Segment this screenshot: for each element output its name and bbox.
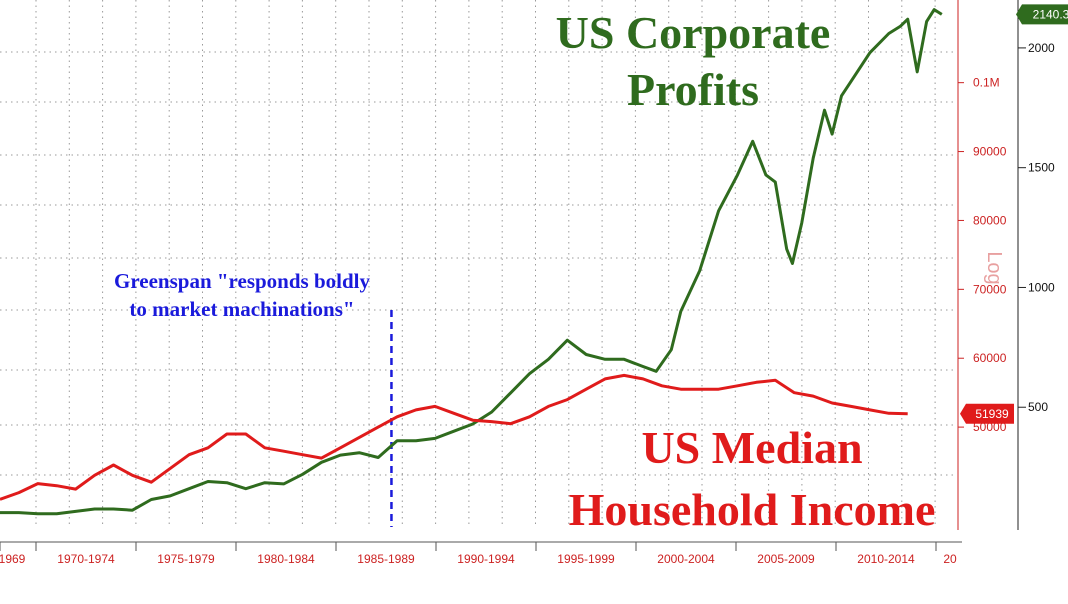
x-tick-label: 2010-2014 [857,552,915,566]
x-tick-label: 1985-1989 [357,552,415,566]
x-tick-label: 20 [943,552,957,566]
last-value-badge [960,403,1014,424]
left-axis-tick-label: 1500 [1028,161,1055,175]
right-axis-tick-label: 80000 [973,213,1007,227]
left-axis-tick-label: 500 [1028,400,1048,414]
us-median-household-income-line [0,373,908,501]
us-corporate-profits-line [0,8,943,516]
left-axis-tick-label: 2000 [1028,41,1055,55]
right-axis-tick-label: 0.1M [973,76,1000,90]
x-tick-label: 2000-2004 [657,552,715,566]
right-axis-tick-label: 70000 [973,282,1007,296]
income-title-line1: US Median [641,422,862,473]
profits-title-line2: Profits [627,64,759,115]
x-tick-label: 1969 [0,552,26,566]
axes: 1969 1970-1974 1975-1979 1980-1984 1985-1989… [0,0,1068,566]
income-title-line2: Household Income [569,484,936,535]
x-tick-label: 1970-1974 [57,552,115,566]
profits-title-line1: US Corporate [556,7,831,58]
right-axis-tick-label: 90000 [973,145,1007,159]
x-tick-label: 1990-1994 [457,552,515,566]
annotation-text-line2: to market machinations" [129,297,354,321]
x-tick-label: 1980-1984 [257,552,315,566]
left-axis-tick-label: 1000 [1028,280,1055,294]
last-value-label: 2140.3 [1033,7,1068,21]
x-tick-label: 2005-2009 [757,552,815,566]
x-tick-label: 1975-1979 [157,552,215,566]
right-axis-label: Log [983,251,1005,284]
right-axis-tick-label: 60000 [973,351,1007,365]
last-value-label: 51939 [975,407,1009,421]
series-layer [0,8,943,516]
x-tick-label: 1995-1999 [557,552,615,566]
annotation-text-line1: Greenspan "responds boldly [114,269,370,293]
last-value-badge [1016,4,1068,25]
